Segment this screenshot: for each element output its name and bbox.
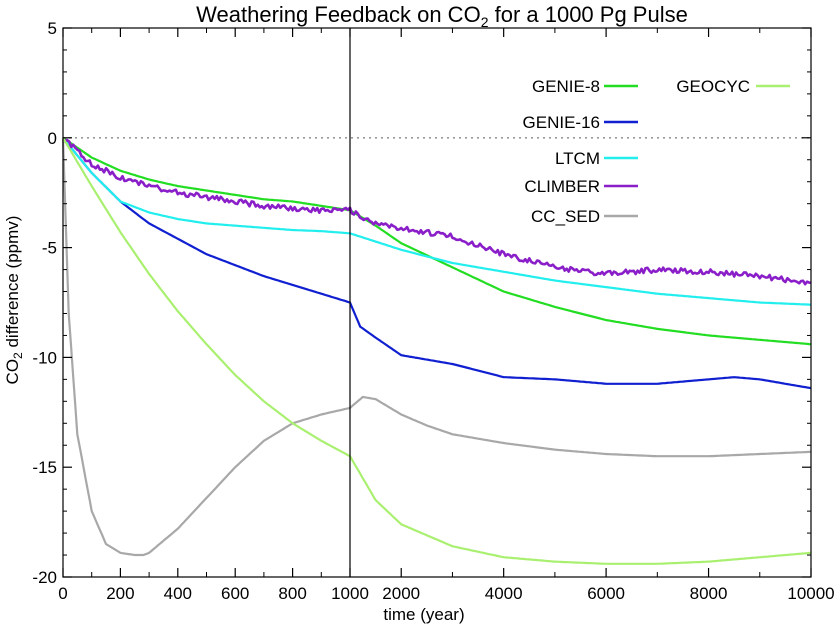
chart-title-subscript: 2 bbox=[481, 14, 489, 30]
x-tick-label: 8000 bbox=[690, 584, 728, 603]
y-tick-label: -20 bbox=[32, 568, 57, 587]
legend-label-geocyc: GEOCYC bbox=[676, 77, 750, 96]
y-tick-label: -5 bbox=[42, 239, 57, 258]
y-tick-label: 5 bbox=[48, 19, 57, 38]
x-tick-label: 200 bbox=[106, 584, 134, 603]
series-line-genie-16 bbox=[62, 137, 812, 390]
plot-border bbox=[62, 27, 812, 578]
x-tick-label: 600 bbox=[221, 584, 249, 603]
y-axis-ticks: 5 0 -5 -10 -15 -20 bbox=[32, 19, 811, 587]
legend-label-ltcm: LTCM bbox=[555, 149, 600, 168]
series-line-geocyc bbox=[62, 137, 812, 565]
x-tick-label: 6000 bbox=[587, 584, 625, 603]
series-line-ltcm bbox=[62, 137, 812, 306]
x-tick-label: 0 bbox=[58, 584, 67, 603]
y-axis-label-main: CO bbox=[3, 359, 22, 385]
x-axis-ticks: 0 200 400 600 800 1000 2000 4000 6000 8000 10000 bbox=[58, 28, 835, 603]
series-line-genie-8 bbox=[62, 136, 812, 346]
legend-label-cc-sed: CC_SED bbox=[531, 207, 600, 226]
legend-label-genie-8: GENIE-8 bbox=[532, 77, 600, 96]
series-line-climber bbox=[61, 137, 812, 286]
y-axis-label-rest: difference (ppmv) bbox=[3, 216, 22, 353]
legend-label-climber: CLIMBER bbox=[524, 177, 600, 196]
x-tick-label: 1000 bbox=[331, 584, 369, 603]
x-axis-label: time (year) bbox=[383, 605, 464, 624]
legend: GENIE-8 GENIE-16 LTCM CLIMBER CC_SED GEOCYC bbox=[523, 77, 790, 226]
chart-title: Weathering Feedback on CO2 for a 1000 Pg… bbox=[196, 2, 688, 30]
legend-label-genie-16: GENIE-16 bbox=[523, 113, 600, 132]
x-tick-label: 10000 bbox=[787, 584, 834, 603]
series-line-cc-sed bbox=[61, 137, 812, 557]
y-tick-label: -15 bbox=[32, 458, 57, 477]
x-tick-label: 2000 bbox=[382, 584, 420, 603]
y-axis-label-subscript: 2 bbox=[11, 352, 25, 359]
y-axis-label: CO2 difference (ppmv) bbox=[3, 216, 25, 385]
x-tick-label: 400 bbox=[164, 584, 192, 603]
x-tick-label: 800 bbox=[278, 584, 306, 603]
y-tick-label: -10 bbox=[32, 348, 57, 367]
x-tick-label: 4000 bbox=[485, 584, 523, 603]
plot-frame bbox=[62, 27, 812, 578]
chart-title-main: Weathering Feedback on CO bbox=[196, 2, 481, 27]
y-tick-label: 0 bbox=[48, 129, 57, 148]
series-lines bbox=[61, 136, 812, 565]
chart-title-rest: for a 1000 Pg Pulse bbox=[488, 2, 687, 27]
